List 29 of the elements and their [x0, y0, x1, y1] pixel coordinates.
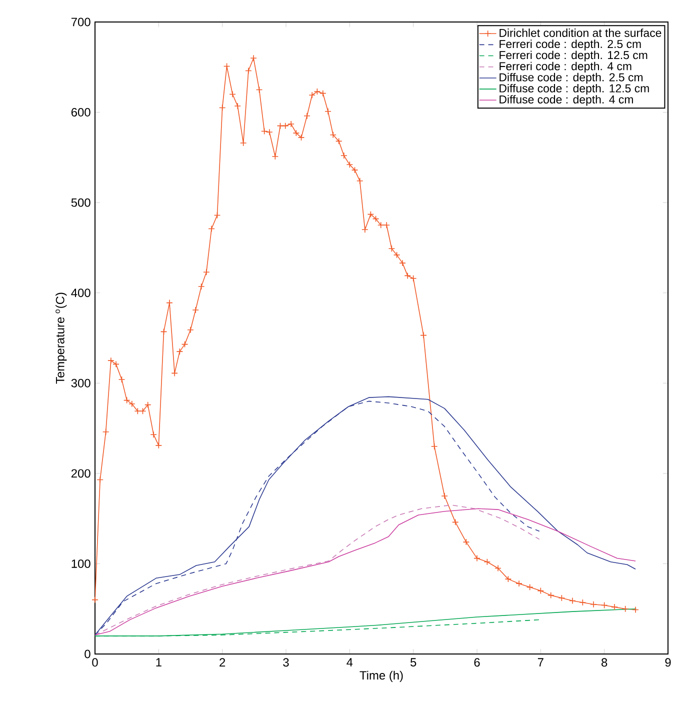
x-tick-label: 9: [665, 658, 671, 667]
y-tick-label: 600: [71, 108, 90, 117]
x-tick-label: 4: [346, 658, 352, 666]
line-series: [94, 508, 636, 636]
legend-label: Ferreri code : depth. 4 cm: [500, 62, 632, 73]
y-tick-label: 300: [71, 378, 90, 388]
x-tick-label: 2: [219, 658, 225, 667]
y-tick-label: 500: [71, 198, 90, 207]
y-tick-label: 400: [71, 288, 90, 298]
line-series: [94, 504, 540, 636]
x-tick-label: 3: [282, 658, 289, 667]
x-axis-title: Time (h): [360, 670, 403, 682]
legend-label: Diffuse code : depth. 12.5 cm: [500, 84, 649, 95]
x-tick-label: 1: [156, 658, 162, 666]
legend-label: Ferreri code : depth. 12.5 cm: [500, 50, 648, 62]
y-axis-title: Temperature $^{o}$(C): [55, 292, 67, 384]
x-tick-label: 6: [474, 658, 480, 667]
legend-label: Ferreri code : depth. 2.5 cm: [500, 40, 641, 50]
legend-label: Diffuse code : depth. 4 cm: [500, 95, 633, 106]
y-tick-label: 100: [72, 559, 90, 568]
x-tick-label: 7: [538, 658, 544, 666]
y-tick-label: 700: [71, 18, 90, 26]
x-tick-label: 0: [92, 658, 98, 667]
x-tick-label: 5: [410, 658, 416, 667]
y-tick-label: 0: [84, 650, 90, 658]
x-tick-label: 8: [601, 658, 607, 667]
legend-label: Dirichlet condition at the surface: [500, 28, 662, 37]
legend-label: Diffuse code : depth. 2.5 cm: [500, 72, 642, 84]
y-tick-label: 200: [71, 469, 90, 478]
